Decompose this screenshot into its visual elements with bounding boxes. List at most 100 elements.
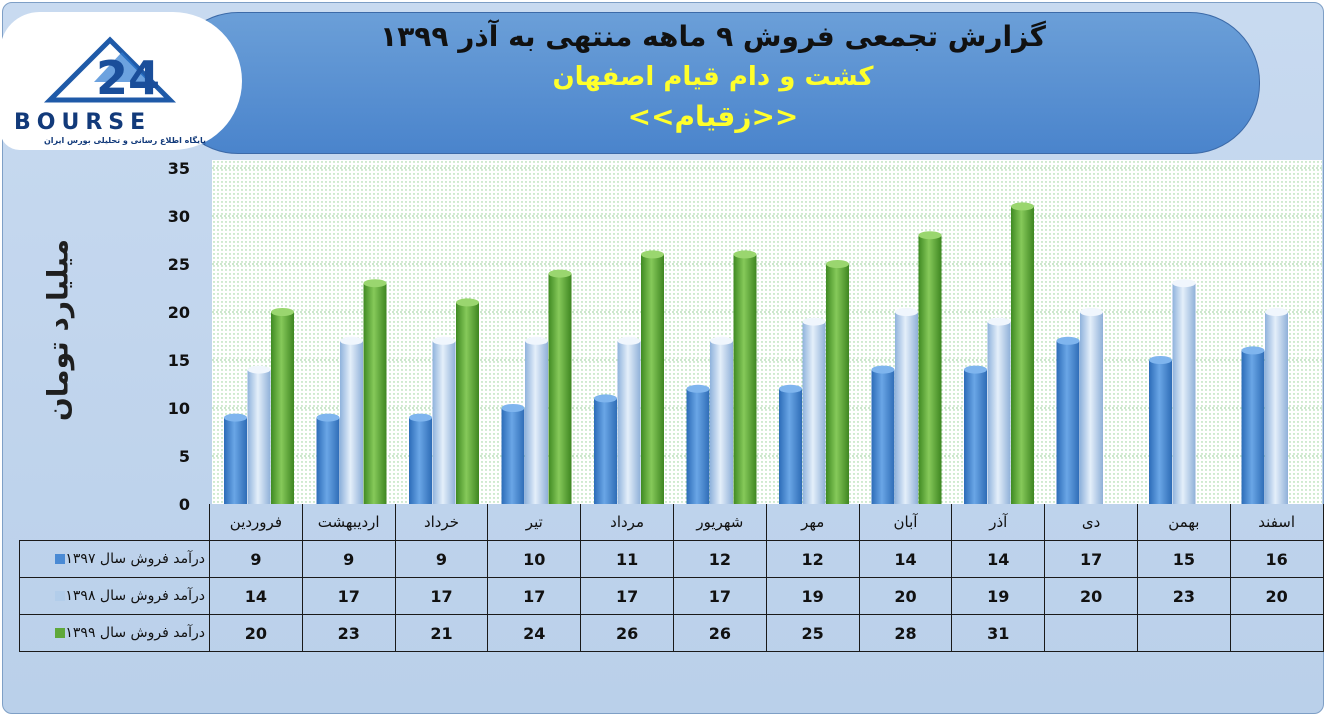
bar-3-4: [548, 269, 572, 504]
data-label: 23: [1136, 577, 1231, 615]
logo-wordmark: BOURSE: [14, 110, 152, 135]
chart-title: گزارش تجمعی فروش ۹ ماهه منتهی به آذر ۱۳۹…: [380, 20, 1046, 53]
bar-2-8: [895, 308, 918, 504]
table-row: درآمد فروش سال ۱۳۹۹ 20 23 21 24 26 26 25 28 31: [19, 614, 1324, 652]
x-category-label: مهر: [765, 504, 860, 541]
bar-1-4: [501, 404, 525, 504]
bar-2-11: [1172, 279, 1196, 504]
bar-2-10: [1080, 308, 1103, 504]
bar-3-6: [733, 250, 757, 504]
bars: [224, 202, 1288, 504]
bar-1-1: [224, 413, 247, 504]
company-name: کشت و دام قیام اصفهان: [552, 62, 874, 92]
bar-2-4: [525, 336, 548, 504]
bar-1-3: [409, 413, 432, 504]
data-label: 20: [209, 614, 303, 652]
bar-1-8: [871, 365, 895, 504]
data-label: 9: [301, 540, 396, 578]
y-tick-label: 35: [168, 159, 190, 178]
data-label: [1229, 614, 1324, 652]
plot-area: [212, 160, 1322, 504]
bar-1-9: [964, 365, 987, 504]
y-tick-label: 20: [168, 303, 190, 322]
legend-swatch: [55, 591, 66, 601]
data-label: 24: [487, 614, 582, 652]
table-header-row: فروردین اردیبهشت خرداد تیر مرداد شهریور مهر آبا…: [20, 504, 1324, 541]
legend-entry: درآمد فروش سال ۱۳۹۸: [19, 577, 210, 615]
x-category-label: آبان: [858, 504, 953, 541]
bar-3-9: [1011, 202, 1034, 504]
y-tick-label: 10: [168, 399, 190, 418]
bar-1-7: [779, 384, 802, 504]
data-label: 23: [301, 614, 396, 652]
data-label: 17: [394, 577, 489, 615]
y-axis-ticks: 0 5 10 15 20 25 30 35: [168, 159, 190, 514]
data-label: 14: [209, 577, 303, 615]
logo: 24 BOURSE پایگاه اطلاع رسانی و تحلیلی بو…: [0, 12, 242, 150]
bar-2-1: [247, 365, 271, 504]
x-category-label: مرداد: [580, 504, 674, 541]
x-category-label: دی: [1044, 504, 1138, 541]
bar-3-1: [271, 308, 294, 504]
x-category-label: بهمن: [1136, 504, 1231, 541]
logo-tagline: پایگاه اطلاع رسانی و تحلیلی بورس ایران: [43, 136, 207, 145]
table-row: درآمد فروش سال ۱۳۹۸ 14 17 17 17 17 17 19 20 19 20 2…: [19, 577, 1324, 615]
legend-label: درآمد فروش سال ۱۳۹۸: [65, 588, 205, 604]
legend-label: درآمد فروش سال ۱۳۹۹: [65, 625, 205, 641]
data-label: 26: [672, 614, 767, 652]
data-label: 14: [858, 540, 953, 578]
data-label: 15: [1136, 540, 1231, 578]
data-label: 19: [951, 577, 1046, 615]
legend-entry: درآمد فروش سال ۱۳۹۷: [19, 540, 210, 578]
data-label: 31: [951, 614, 1046, 652]
data-label: [1136, 614, 1231, 652]
data-label: 17: [1044, 540, 1138, 578]
y-tick-label: 15: [168, 351, 190, 370]
bar-1-2: [316, 413, 340, 504]
data-label: 9: [394, 540, 489, 578]
data-label: 17: [301, 577, 396, 615]
logo-number: 24: [96, 51, 160, 105]
x-category-label: آذر: [951, 504, 1046, 541]
data-label: 20: [1229, 577, 1324, 615]
data-label: 11: [580, 540, 674, 578]
gridlines: [212, 167, 1322, 457]
y-tick-label: 30: [168, 207, 190, 226]
logo-mark-icon: 24: [43, 36, 177, 105]
x-category-label: فروردین: [209, 504, 303, 541]
data-label: 17: [487, 577, 582, 615]
data-label: 12: [672, 540, 767, 578]
title-banner: [168, 12, 1260, 154]
table-corner: [20, 504, 210, 541]
legend-swatch: [55, 554, 66, 564]
bar-1-10: [1056, 336, 1080, 504]
data-label: 26: [580, 614, 674, 652]
data-label: 20: [858, 577, 953, 615]
data-label: 10: [487, 540, 582, 578]
bar-2-2: [340, 336, 363, 504]
data-label: [1044, 614, 1138, 652]
data-label: 9: [209, 540, 303, 578]
bar-1-5: [594, 394, 617, 504]
bar-1-11: [1149, 356, 1172, 504]
x-category-label: شهریور: [672, 504, 767, 541]
bar-2-5: [617, 336, 641, 504]
data-label: 28: [858, 614, 953, 652]
bar-3-2: [363, 279, 387, 504]
y-tick-label: 0: [179, 495, 190, 514]
data-label: 20: [1044, 577, 1138, 615]
bar-2-12: [1265, 308, 1288, 504]
data-label: 19: [765, 577, 860, 615]
bar-2-9: [987, 317, 1011, 504]
legend-label: درآمد فروش سال ۱۳۹۷: [65, 551, 205, 567]
data-label: 16: [1229, 540, 1324, 578]
data-label: 17: [580, 577, 674, 615]
bar-3-5: [641, 250, 664, 504]
x-category-label: اردیبهشت: [301, 504, 396, 541]
x-category-label: اسفند: [1229, 504, 1324, 541]
x-category-label: تیر: [487, 504, 582, 541]
bar-2-3: [432, 336, 456, 504]
bar-1-12: [1241, 346, 1265, 504]
bar-2-7: [802, 317, 826, 504]
